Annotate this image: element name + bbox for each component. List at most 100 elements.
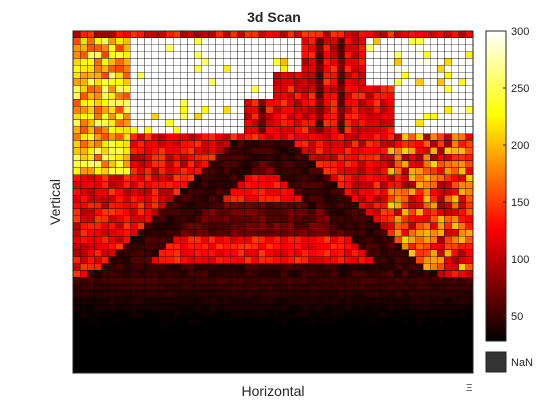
heatmap-cell [79,126,88,134]
heatmap-cell [244,119,252,127]
heatmap-cell [172,30,181,39]
heatmap-cell [429,229,438,237]
heatmap-cell [337,229,345,237]
heatmap-cell [422,153,431,162]
heatmap-cell [351,318,359,326]
heatmap-cell [101,99,109,107]
heatmap-cell [229,85,238,93]
heatmap-cell [322,126,331,134]
heatmap-cell [379,92,388,100]
heatmap-cell [158,92,167,100]
corner-glyph-icon[interactable]: Ξ [466,383,473,394]
heatmap-cell [215,147,224,155]
heatmap-cell [144,147,152,155]
heatmap-cell [308,283,317,292]
heatmap-cell [444,51,452,59]
heatmap-cell [237,345,245,353]
heatmap-cell [229,44,238,52]
heatmap-cell [337,181,345,189]
heatmap-cell [72,37,81,45]
heatmap-cell [415,331,424,339]
heatmap-cell [201,174,209,182]
heatmap-cell [465,126,474,134]
heatmap-cell [72,304,81,312]
heatmap-cell [315,249,324,257]
heatmap-cell [415,201,424,210]
heatmap-cell [237,99,245,107]
heatmap-cell [229,58,238,66]
heatmap-cell [315,126,324,134]
heatmap-cell [394,229,402,237]
heatmap-cell [279,263,288,271]
heatmap-cell [451,208,459,216]
heatmap-cell [137,126,145,134]
heatmap-cell [165,147,174,155]
heatmap-cell [172,304,181,312]
heatmap-cell [258,290,267,298]
heatmap-cell [87,208,95,216]
heatmap-cell [287,51,295,59]
heatmap-cell [194,188,202,196]
heatmap-cell [287,119,295,127]
heatmap-cell [401,215,409,223]
heatmap-cell [429,126,438,134]
heatmap-cell [165,249,174,257]
heatmap-cell [137,181,145,189]
heatmap-cell [344,229,352,237]
heatmap-cell [358,65,367,73]
heatmap-cell [229,229,238,237]
heatmap-cell [151,208,159,216]
heatmap-cell [465,71,474,80]
heatmap-cell [158,311,167,319]
heatmap-cell [337,290,345,298]
heatmap-cell [351,140,359,148]
heatmap-cell [337,318,345,326]
heatmap-cell [208,229,217,237]
heatmap-cell [237,215,245,223]
heatmap-cell [244,92,252,100]
heatmap-cell [315,174,324,182]
heatmap-cell [187,51,195,59]
heatmap-cell [258,352,267,360]
heatmap-cell [429,112,438,121]
heatmap-cell [115,188,124,196]
heatmap-cell [87,229,95,237]
heatmap-cell [394,297,402,305]
heatmap-cell [344,181,352,189]
heatmap-cell [322,71,331,80]
heatmap-cell [244,44,252,52]
heatmap-cell [358,44,367,52]
heatmap-cell [101,215,109,223]
heatmap-cell [465,263,474,271]
heatmap-cell [437,167,445,175]
heatmap-cell [179,126,188,134]
heatmap-cell [165,311,174,319]
heatmap-cell [272,352,281,360]
heatmap-cell [201,290,209,298]
heatmap-cell [201,318,209,326]
heatmap-cell [294,92,302,100]
heatmap-cell [465,174,474,182]
heatmap-cell [379,133,388,141]
heatmap-cell [122,236,131,244]
heatmap-cell [179,181,188,189]
heatmap-cell [279,51,288,59]
heatmap-cell [415,277,424,285]
heatmap-cell [387,181,395,189]
heatmap-cell [165,297,174,305]
heatmap-cell [365,92,374,100]
heatmap-cell [301,270,309,278]
heatmap-cell [179,106,188,114]
heatmap-cell [458,270,467,278]
heatmap-cell [379,160,388,168]
heatmap-cell [79,270,88,278]
heatmap-cell [401,106,409,114]
heatmap-cell [329,112,338,121]
heatmap-cell [344,311,352,319]
heatmap-cell [187,140,195,148]
heatmap-cell [365,133,374,141]
heatmap-cell [122,153,131,162]
heatmap-cell [451,153,459,162]
heatmap-cell [179,188,188,196]
heatmap-cell [301,304,309,312]
